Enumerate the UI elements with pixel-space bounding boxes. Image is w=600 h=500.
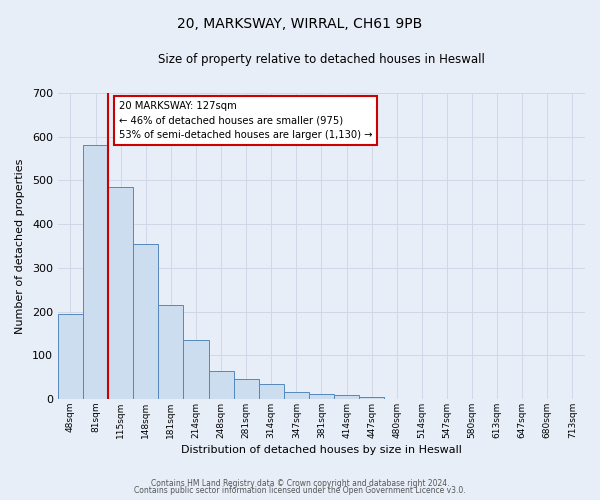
Bar xyxy=(309,394,334,399)
Title: Size of property relative to detached houses in Heswall: Size of property relative to detached ho… xyxy=(158,52,485,66)
Bar xyxy=(209,370,233,399)
Text: 20, MARKSWAY, WIRRAL, CH61 9PB: 20, MARKSWAY, WIRRAL, CH61 9PB xyxy=(178,18,422,32)
Text: 20 MARKSWAY: 127sqm
← 46% of detached houses are smaller (975)
53% of semi-detac: 20 MARKSWAY: 127sqm ← 46% of detached ho… xyxy=(119,100,372,140)
Bar xyxy=(108,187,133,399)
Bar xyxy=(259,384,284,399)
Text: Contains public sector information licensed under the Open Government Licence v3: Contains public sector information licen… xyxy=(134,486,466,495)
Text: Contains HM Land Registry data © Crown copyright and database right 2024.: Contains HM Land Registry data © Crown c… xyxy=(151,478,449,488)
Bar xyxy=(58,314,83,399)
Bar xyxy=(83,146,108,399)
Y-axis label: Number of detached properties: Number of detached properties xyxy=(15,158,25,334)
Bar xyxy=(184,340,209,399)
Bar xyxy=(233,379,259,399)
Bar xyxy=(359,396,384,399)
Bar xyxy=(334,394,359,399)
Bar xyxy=(133,244,158,399)
Bar xyxy=(158,305,184,399)
Bar xyxy=(284,392,309,399)
X-axis label: Distribution of detached houses by size in Heswall: Distribution of detached houses by size … xyxy=(181,445,462,455)
